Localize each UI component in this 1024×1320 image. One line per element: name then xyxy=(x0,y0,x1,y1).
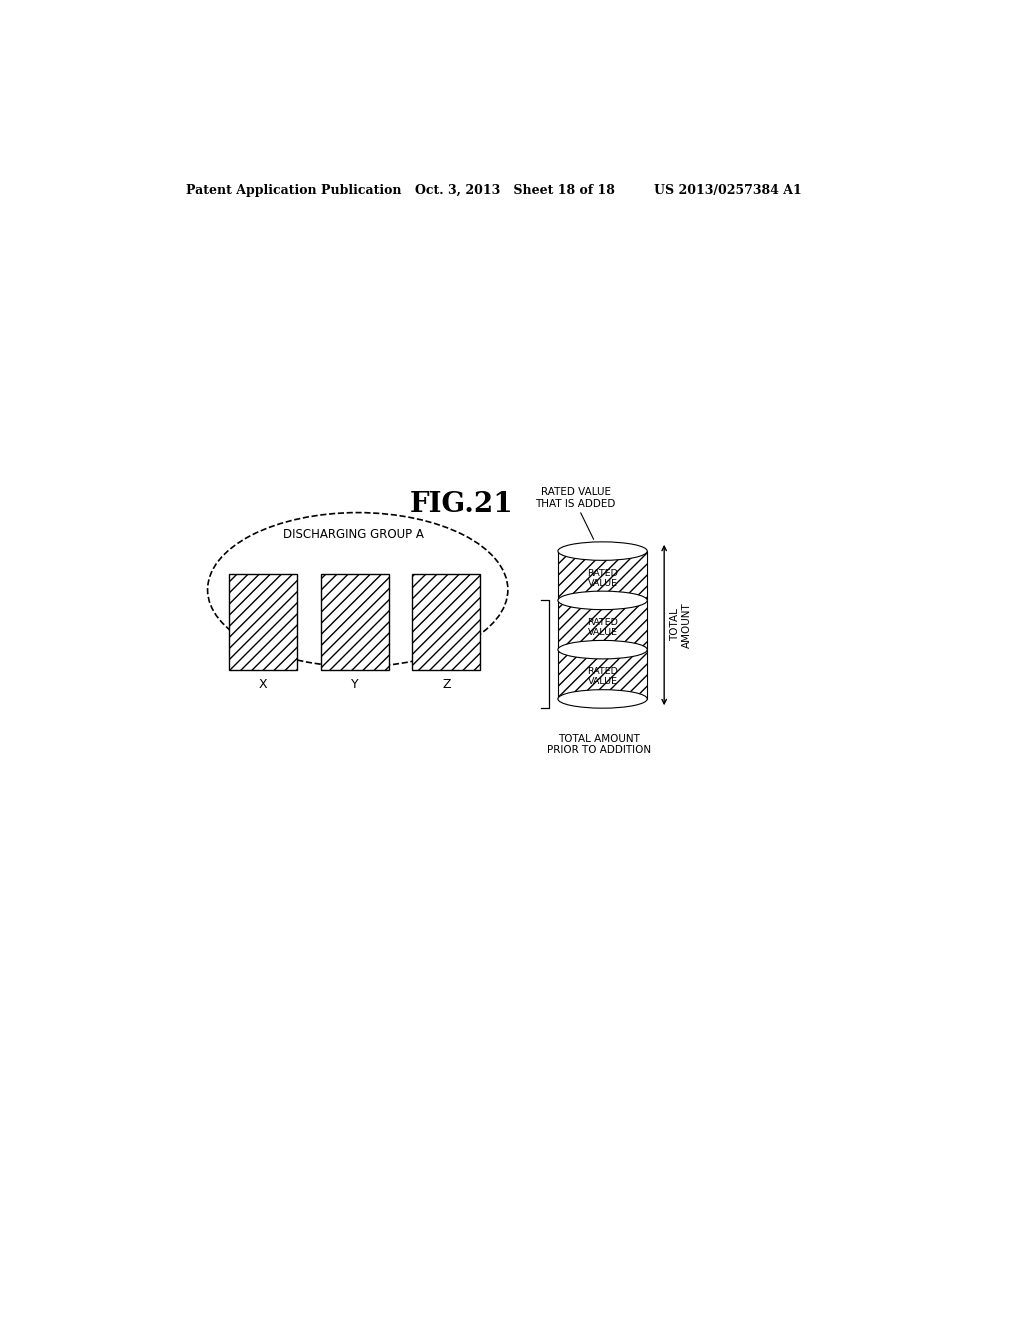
Bar xyxy=(558,649,647,700)
Text: RATED VALUE
THAT IS ADDED: RATED VALUE THAT IS ADDED xyxy=(536,487,615,508)
Text: RATED
VALUE: RATED VALUE xyxy=(587,618,618,638)
Ellipse shape xyxy=(558,689,647,708)
Bar xyxy=(229,574,297,671)
Bar xyxy=(558,601,647,649)
Ellipse shape xyxy=(558,591,647,610)
Text: Oct. 3, 2013   Sheet 18 of 18: Oct. 3, 2013 Sheet 18 of 18 xyxy=(416,185,615,197)
Text: TOTAL
AMOUNT: TOTAL AMOUNT xyxy=(671,602,692,648)
Text: US 2013/0257384 A1: US 2013/0257384 A1 xyxy=(654,185,802,197)
Bar xyxy=(321,574,388,671)
Ellipse shape xyxy=(558,543,647,561)
Text: Z: Z xyxy=(442,677,451,690)
Text: X: X xyxy=(259,677,267,690)
Ellipse shape xyxy=(558,640,647,659)
Bar xyxy=(558,552,647,601)
Text: RATED
VALUE: RATED VALUE xyxy=(587,667,618,686)
Text: TOTAL AMOUNT
PRIOR TO ADDITION: TOTAL AMOUNT PRIOR TO ADDITION xyxy=(547,734,651,755)
Text: RATED
VALUE: RATED VALUE xyxy=(587,569,618,587)
Bar xyxy=(413,574,480,671)
Text: FIG.21: FIG.21 xyxy=(410,491,513,519)
Text: Patent Application Publication: Patent Application Publication xyxy=(186,185,401,197)
Text: Y: Y xyxy=(351,677,358,690)
Text: DISCHARGING GROUP A: DISCHARGING GROUP A xyxy=(284,528,424,541)
